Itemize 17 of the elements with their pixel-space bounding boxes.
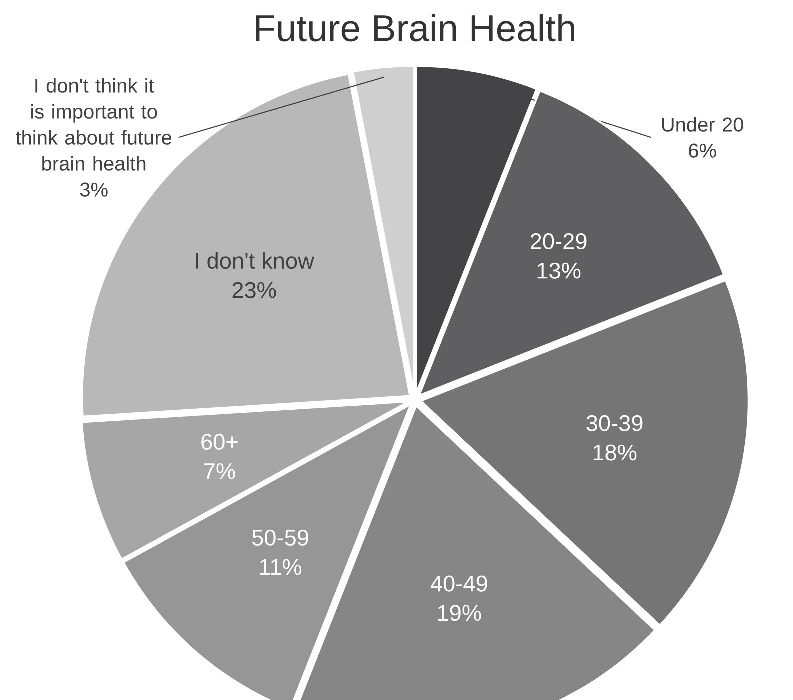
data-label: 19% xyxy=(438,605,482,622)
data-label: 23% xyxy=(232,282,276,298)
data-label: 3% xyxy=(80,182,108,197)
data-label: 13% xyxy=(538,262,581,279)
slice-label: 20-29 xyxy=(530,233,587,250)
data-label: 6% xyxy=(689,144,716,158)
slice-label: Under 20 xyxy=(662,117,744,132)
slice-label: 50-59 xyxy=(252,530,308,546)
data-label: 7% xyxy=(204,463,236,480)
chart-title: Future Brain Health xyxy=(256,14,574,42)
slice-label: I don't think it is important to think about future brain health xyxy=(16,78,172,171)
slice-label: 40-49 xyxy=(430,576,488,592)
slice-label: 30-39 xyxy=(586,415,643,432)
slice-label: I don't know xyxy=(196,252,314,270)
data-label: 18% xyxy=(594,444,637,461)
slice-label: 60+ xyxy=(202,434,238,450)
data-label: 11% xyxy=(260,559,302,576)
